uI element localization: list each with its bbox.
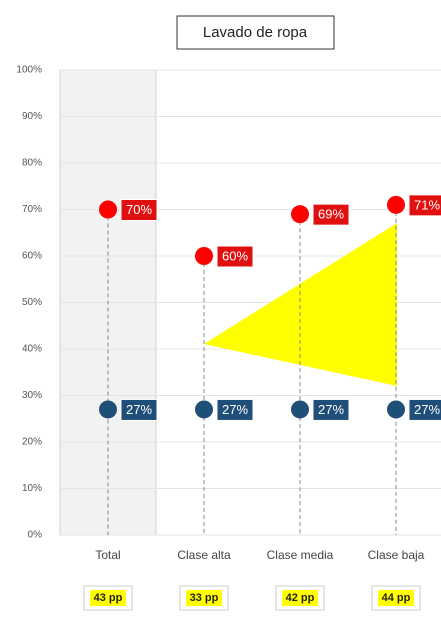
gap-label: 44 pp xyxy=(382,592,411,604)
y-tick-label: 50% xyxy=(22,297,42,308)
dot xyxy=(387,195,405,214)
chart-title: Lavado de ropa xyxy=(203,24,308,41)
y-tick-label: 60% xyxy=(22,251,42,262)
value-label: 27% xyxy=(414,402,440,417)
dot xyxy=(291,205,309,224)
value-label: 27% xyxy=(318,402,344,417)
x-tick-label: Clase baja xyxy=(368,548,425,562)
y-tick-label: 100% xyxy=(16,65,42,76)
dot xyxy=(195,400,213,419)
y-tick-label: 10% xyxy=(22,483,42,494)
gap-highlight xyxy=(186,590,222,606)
value-label: 60% xyxy=(222,248,248,263)
value-label: 71% xyxy=(414,197,440,212)
value-label-box xyxy=(408,398,441,421)
value-label-box xyxy=(120,199,158,221)
y-tick-label: 80% xyxy=(22,158,42,169)
gap-triangle xyxy=(204,223,397,386)
y-tick-label: 90% xyxy=(22,111,42,122)
dot xyxy=(195,247,213,265)
y-tick-label: 20% xyxy=(22,437,42,448)
y-tick-label: 0% xyxy=(28,530,43,541)
x-tick-label: Clase alta xyxy=(177,548,231,562)
value-label-box xyxy=(216,245,254,268)
dot xyxy=(387,400,405,419)
gap-label: 43 pp xyxy=(94,592,123,604)
x-tick-label: Total xyxy=(95,548,120,562)
gap-label: 42 pp xyxy=(286,592,315,604)
value-label: 27% xyxy=(126,402,152,417)
gap-highlight xyxy=(90,590,126,606)
gap-label: 33 pp xyxy=(190,592,219,604)
y-tick-label: 70% xyxy=(22,204,42,215)
value-label: 27% xyxy=(222,402,248,417)
value-label-box xyxy=(408,194,441,217)
value-label-box xyxy=(216,398,254,421)
gap-highlight xyxy=(378,590,414,606)
dot xyxy=(99,200,117,219)
y-tick-label: 30% xyxy=(22,390,42,401)
value-label-box xyxy=(120,398,158,421)
value-label-box xyxy=(312,203,350,226)
x-tick-label: Clase media xyxy=(267,548,334,562)
value-label: 70% xyxy=(126,202,152,217)
gap-highlight xyxy=(282,590,318,606)
dot xyxy=(99,400,117,419)
value-label: 69% xyxy=(318,207,344,222)
dot xyxy=(291,400,309,419)
title-box xyxy=(176,15,335,50)
value-label-box xyxy=(312,398,350,421)
y-tick-label: 40% xyxy=(22,344,42,355)
